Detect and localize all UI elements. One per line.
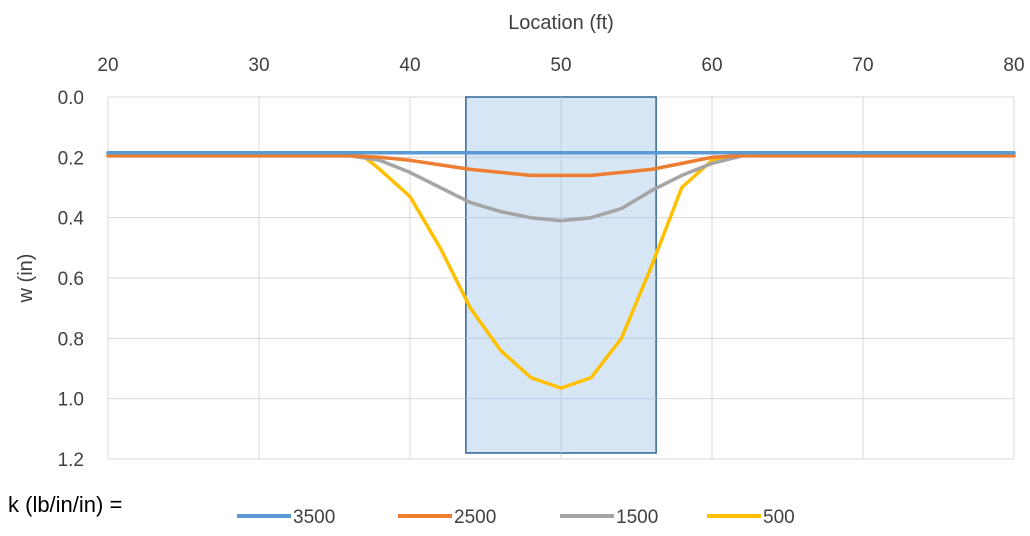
x-tick-label: 80 xyxy=(1003,55,1024,76)
legend-label-2500: 2500 xyxy=(454,507,496,528)
y-axis-title: w (in) xyxy=(15,254,37,304)
y-tick-label: 0.6 xyxy=(58,269,84,290)
axes: 20 30 40 50 60 70 80 0.0 0.2 0.4 0.6 0.8 1.0 1.2 Locat… xyxy=(15,12,1025,471)
legend-label-3500: 3500 xyxy=(293,507,335,528)
y-tick-label: 1.0 xyxy=(58,390,84,411)
y-tick-label: 0.4 xyxy=(58,209,85,230)
series-line-1500 xyxy=(106,154,1016,223)
x-axis-title: Location (ft) xyxy=(508,12,614,34)
x-tick-label: 60 xyxy=(701,55,722,76)
legend: k (lb/in/in) = 3500 2500 1500 500 xyxy=(8,492,795,528)
x-tick-label: 50 xyxy=(550,55,571,76)
series-line-500 xyxy=(106,154,1016,390)
series-layer xyxy=(106,151,1016,390)
y-tick-label: 0.0 xyxy=(58,88,84,109)
y-tick-label: 0.8 xyxy=(58,329,84,350)
y-tick-label: 0.2 xyxy=(58,148,84,169)
x-tick-label: 20 xyxy=(97,55,118,76)
legend-title: k (lb/in/in) = xyxy=(8,492,122,517)
series-line-2500 xyxy=(106,154,1016,178)
y-tick-label: 1.2 xyxy=(58,450,84,471)
x-tick-label: 70 xyxy=(852,55,873,76)
legend-label-1500: 1500 xyxy=(616,507,658,528)
legend-label-500: 500 xyxy=(763,507,795,528)
x-tick-label: 30 xyxy=(248,55,269,76)
shaded-region-layer xyxy=(465,96,657,454)
x-tick-label: 40 xyxy=(399,55,420,76)
